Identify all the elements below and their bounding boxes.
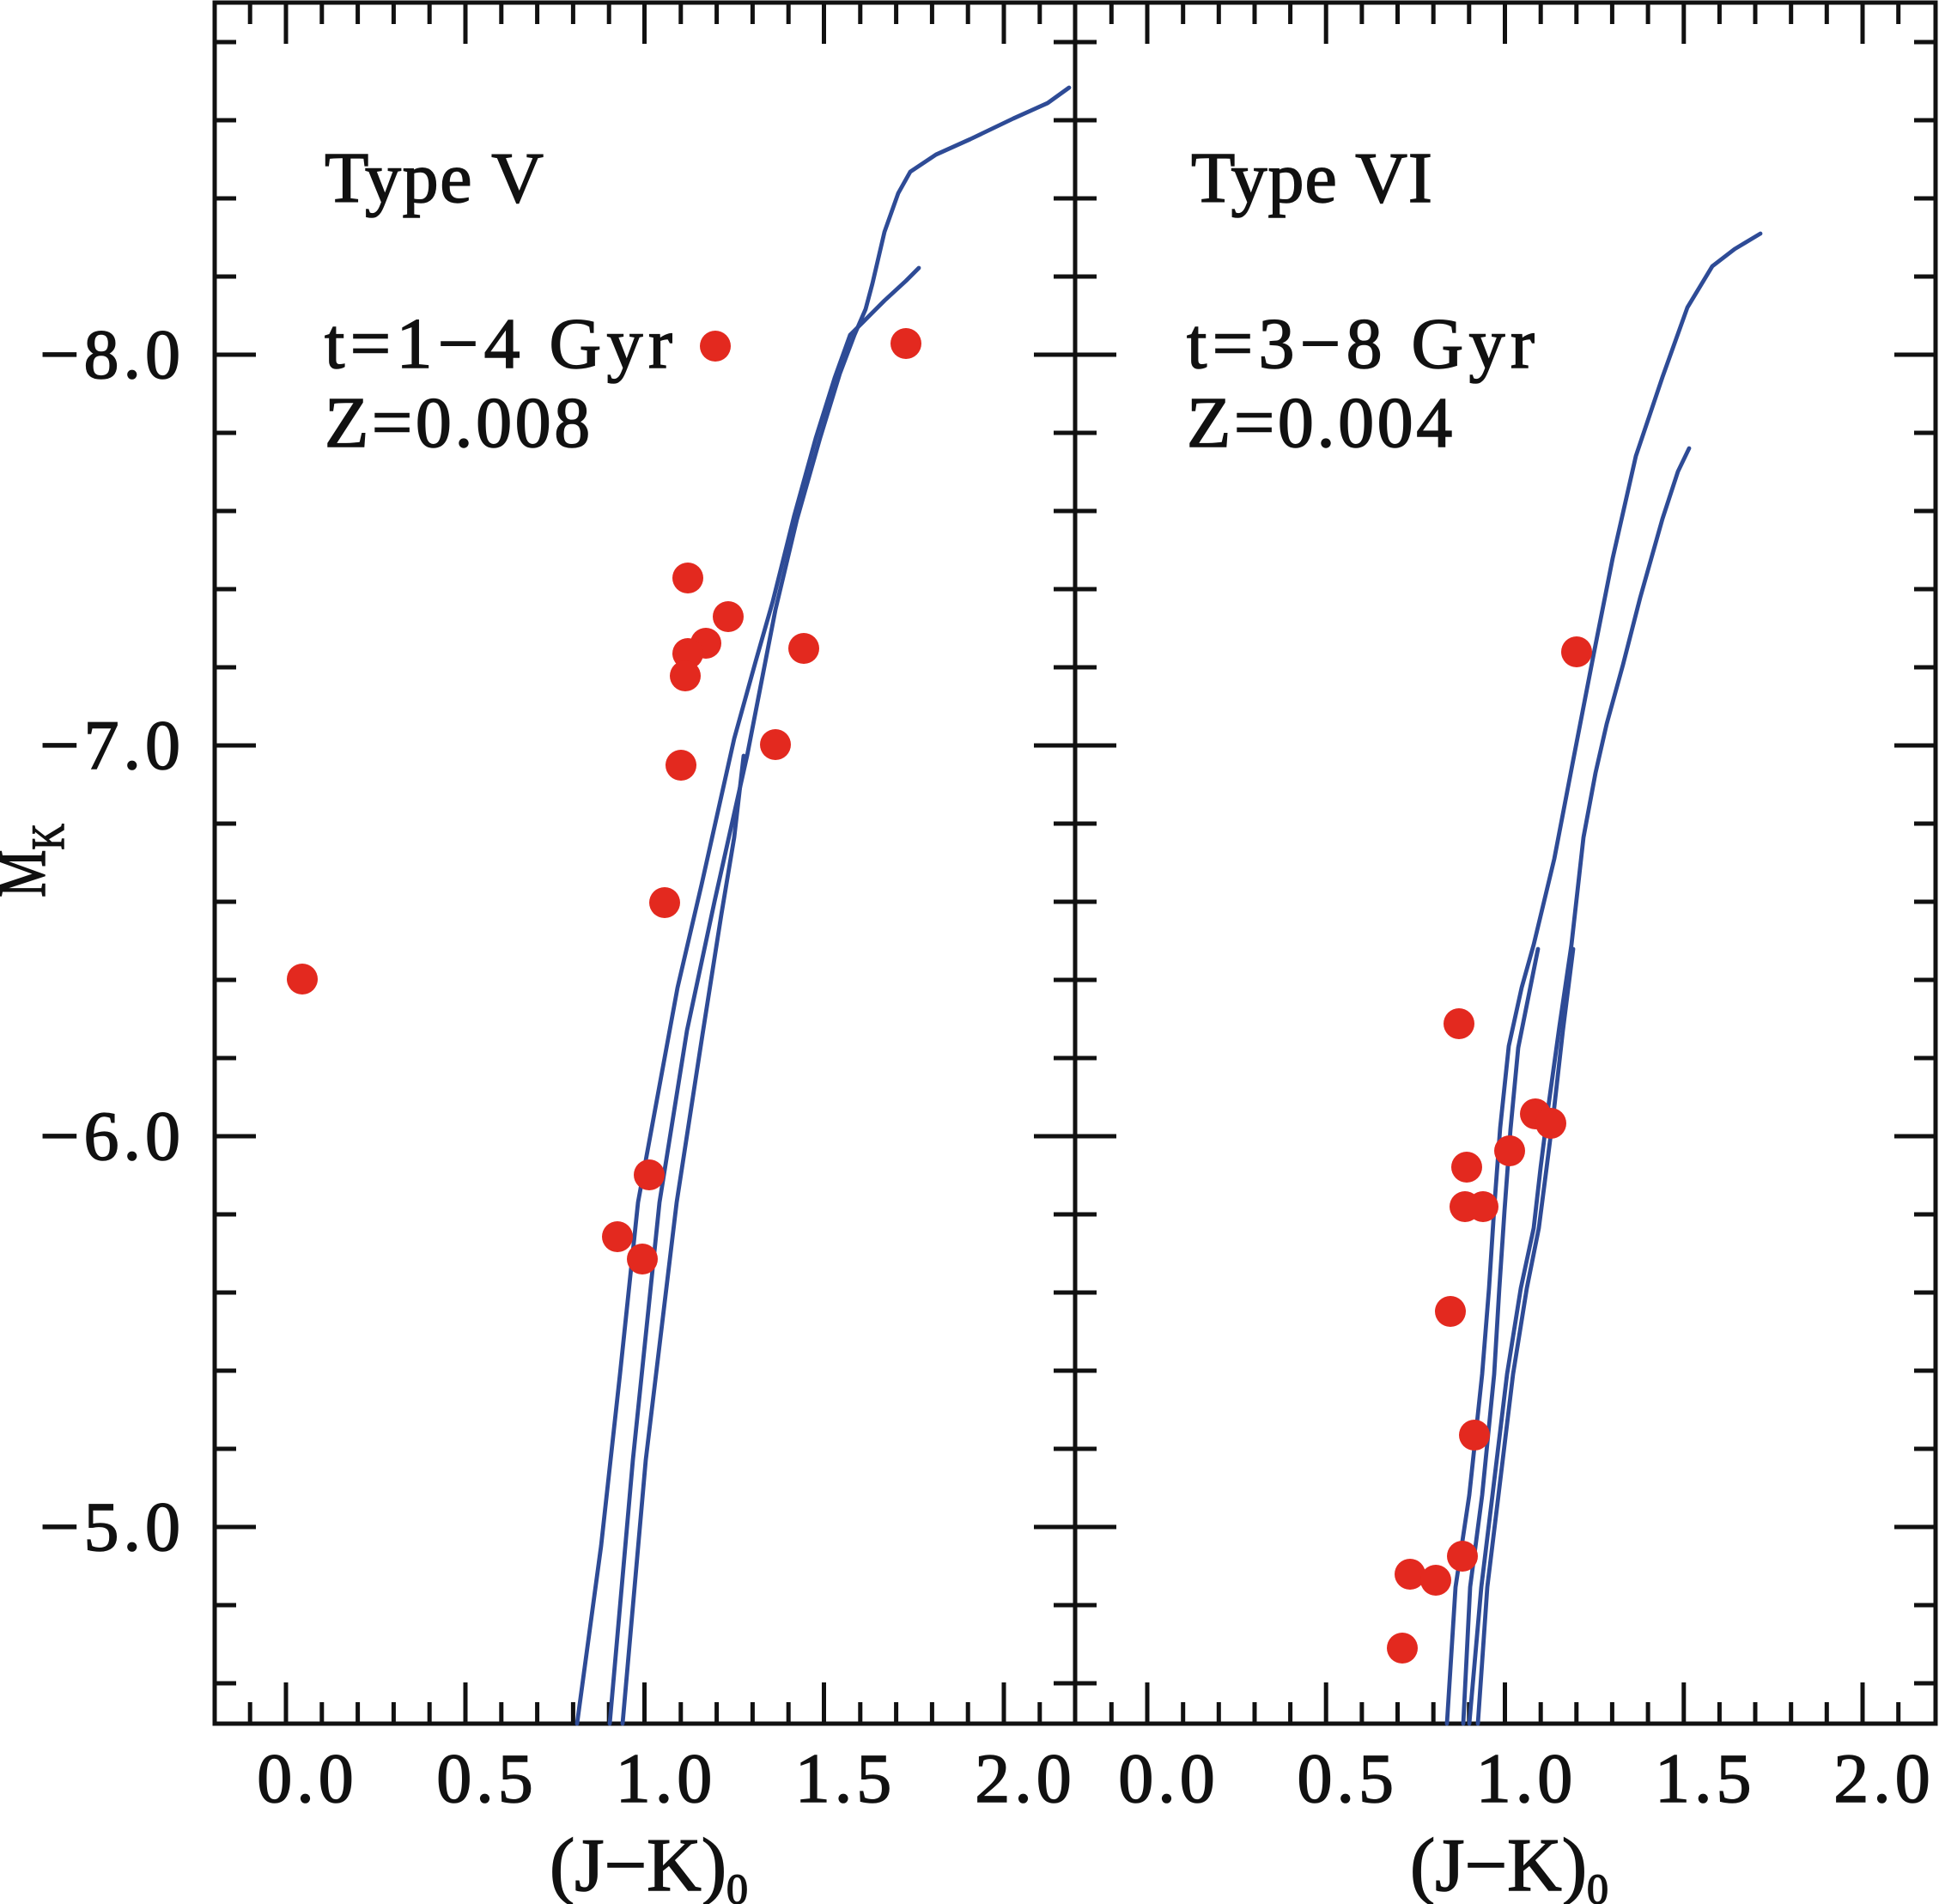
svg-text:t=3−8 Gyr: t=3−8 Gyr — [1187, 304, 1540, 384]
svg-text:0.0: 0.0 — [257, 1739, 358, 1817]
svg-text:Z=0.004: Z=0.004 — [1187, 383, 1456, 463]
svg-text:1.0: 1.0 — [616, 1739, 717, 1817]
svg-text:(J−K)0: (J−K)0 — [1410, 1824, 1608, 1904]
svg-text:t=1−4 Gyr: t=1−4 Gyr — [325, 304, 678, 384]
svg-text:(J−K)0: (J−K)0 — [550, 1824, 748, 1904]
svg-text:0.0: 0.0 — [1118, 1739, 1219, 1817]
svg-text:1.0: 1.0 — [1476, 1739, 1577, 1817]
svg-text:1.5: 1.5 — [795, 1739, 897, 1817]
svg-text:Z=0.008: Z=0.008 — [325, 383, 593, 463]
svg-text:2.0: 2.0 — [975, 1739, 1076, 1817]
svg-text:0.5: 0.5 — [1298, 1739, 1399, 1817]
svg-text:−8.0: −8.0 — [40, 315, 185, 393]
svg-text:1.5: 1.5 — [1655, 1739, 1756, 1817]
svg-text:Type VI: Type VI — [1191, 138, 1433, 218]
svg-text:−5.0: −5.0 — [40, 1487, 185, 1566]
svg-text:−6.0: −6.0 — [40, 1097, 185, 1175]
svg-text:Type V: Type V — [325, 138, 544, 218]
svg-text:2.0: 2.0 — [1833, 1739, 1935, 1817]
svg-text:0.5: 0.5 — [436, 1739, 538, 1817]
svg-text:−7.0: −7.0 — [40, 706, 185, 784]
svg-text:MK: MK — [0, 824, 74, 897]
